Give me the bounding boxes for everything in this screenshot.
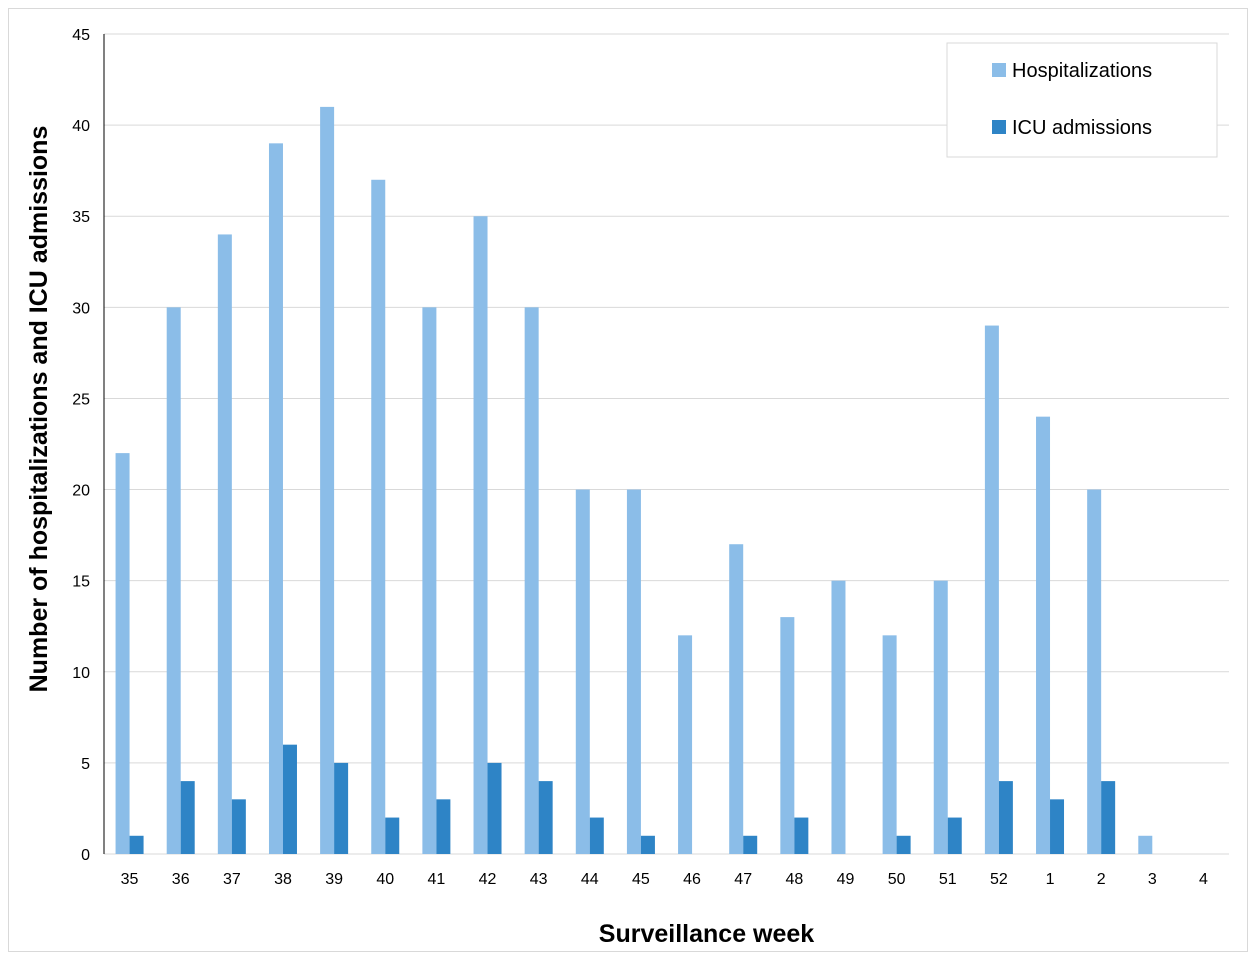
- bar-hospitalizations: [1138, 835, 1153, 854]
- x-tick-label: 50: [888, 871, 906, 888]
- bar-hospitalizations: [268, 143, 283, 855]
- y-tick-label: 25: [72, 391, 90, 408]
- bar-hospitalizations: [115, 453, 130, 854]
- bar-icu-admissions: [743, 835, 758, 854]
- bar-icu-admissions: [947, 817, 962, 854]
- x-tick-label: 42: [479, 871, 497, 888]
- chart-frame: 0 5 10 15 20 25 30 35 40 45 35 36 37 38 39 40 41 42 43 44 4…: [8, 8, 1248, 952]
- bar-hospitalizations: [422, 307, 437, 854]
- bar-icu-admissions: [794, 817, 809, 854]
- legend-swatch-hospitalizations: [992, 63, 1006, 77]
- y-tick-label: 35: [72, 209, 90, 226]
- x-tick-label: 4: [1199, 871, 1208, 888]
- bar-icu-admissions: [436, 799, 451, 854]
- legend-box: [946, 42, 1218, 158]
- bar-hospitalizations: [473, 216, 488, 854]
- y-tick-labels: 0 5 10 15 20 25 30 35 40 45: [72, 27, 90, 864]
- bar-hospitalizations: [882, 635, 897, 854]
- bar-icu-admissions: [282, 744, 297, 854]
- x-tick-labels: 35 36 37 38 39 40 41 42 43 44 45 46 47 48 49 50 51 52 1 2 3 4: [121, 871, 1208, 888]
- x-tick-label: 35: [121, 871, 139, 888]
- bar-hospitalizations: [1036, 416, 1051, 854]
- x-tick-label: 47: [734, 871, 752, 888]
- legend-swatch-icu-admissions: [992, 120, 1006, 134]
- y-tick-label: 0: [81, 847, 90, 864]
- legend-label-hospitalizations: Hospitalizations: [1012, 60, 1152, 82]
- bar-hospitalizations: [166, 307, 181, 854]
- x-tick-label: 3: [1148, 871, 1157, 888]
- x-tick-label: 49: [837, 871, 855, 888]
- x-tick-label: 45: [632, 871, 650, 888]
- y-tick-label: 45: [72, 27, 90, 44]
- x-tick-label: 41: [427, 871, 445, 888]
- x-tick-label: 37: [223, 871, 241, 888]
- x-tick-label: 48: [785, 871, 803, 888]
- bar-hospitalizations: [524, 307, 539, 854]
- bar-hospitalizations: [984, 325, 999, 854]
- bar-hospitalizations: [780, 617, 795, 854]
- bar-hospitalizations: [626, 489, 641, 854]
- y-tick-label: 20: [72, 483, 90, 500]
- x-tick-label: 44: [581, 871, 599, 888]
- y-tick-label: 5: [81, 756, 90, 773]
- x-tick-label: 39: [325, 871, 343, 888]
- bar-icu-admissions: [487, 762, 502, 854]
- x-tick-label: 36: [172, 871, 190, 888]
- bar-hospitalizations: [371, 179, 386, 854]
- y-tick-label: 30: [72, 300, 90, 317]
- bar-icu-admissions: [334, 762, 349, 854]
- bar-icu-admissions: [180, 781, 195, 854]
- bar-hospitalizations: [320, 106, 335, 854]
- bar-icu-admissions: [129, 835, 144, 854]
- x-tick-label: 40: [376, 871, 394, 888]
- bar-icu-admissions: [589, 817, 604, 854]
- x-tick-label: 2: [1097, 871, 1106, 888]
- bar-hospitalizations: [678, 635, 693, 854]
- y-axis-title: Number of hospitalizations and ICU admis…: [25, 126, 53, 693]
- bar-icu-admissions: [640, 835, 655, 854]
- bar-hospitalizations: [1087, 489, 1102, 854]
- x-tick-label: 43: [530, 871, 548, 888]
- bar-icu-admissions: [896, 835, 911, 854]
- legend-label-icu-admissions: ICU admissions: [1012, 117, 1152, 139]
- x-tick-label: 1: [1046, 871, 1055, 888]
- bar-icu-admissions: [538, 781, 553, 854]
- y-tick-label: 15: [72, 574, 90, 591]
- bar-icu-admissions: [385, 817, 400, 854]
- bar-hospitalizations: [217, 234, 232, 854]
- bar-hospitalizations: [933, 580, 948, 854]
- x-axis-title: Surveillance week: [599, 920, 815, 948]
- x-tick-label: 51: [939, 871, 957, 888]
- y-tick-label: 40: [72, 118, 90, 135]
- bar-hospitalizations: [831, 580, 846, 854]
- bars: [115, 106, 1153, 855]
- y-tick-label: 10: [72, 665, 90, 682]
- bar-hospitalizations: [575, 489, 590, 854]
- x-tick-label: 38: [274, 871, 292, 888]
- bar-icu-admissions: [231, 799, 246, 854]
- x-tick-label: 46: [683, 871, 701, 888]
- bar-hospitalizations: [729, 544, 744, 854]
- legend: Hospitalizations ICU admissions: [946, 42, 1218, 158]
- bar-icu-admissions: [1101, 781, 1116, 854]
- bar-icu-admissions: [998, 781, 1013, 854]
- bar-icu-admissions: [1050, 799, 1065, 854]
- x-tick-label: 52: [990, 871, 1008, 888]
